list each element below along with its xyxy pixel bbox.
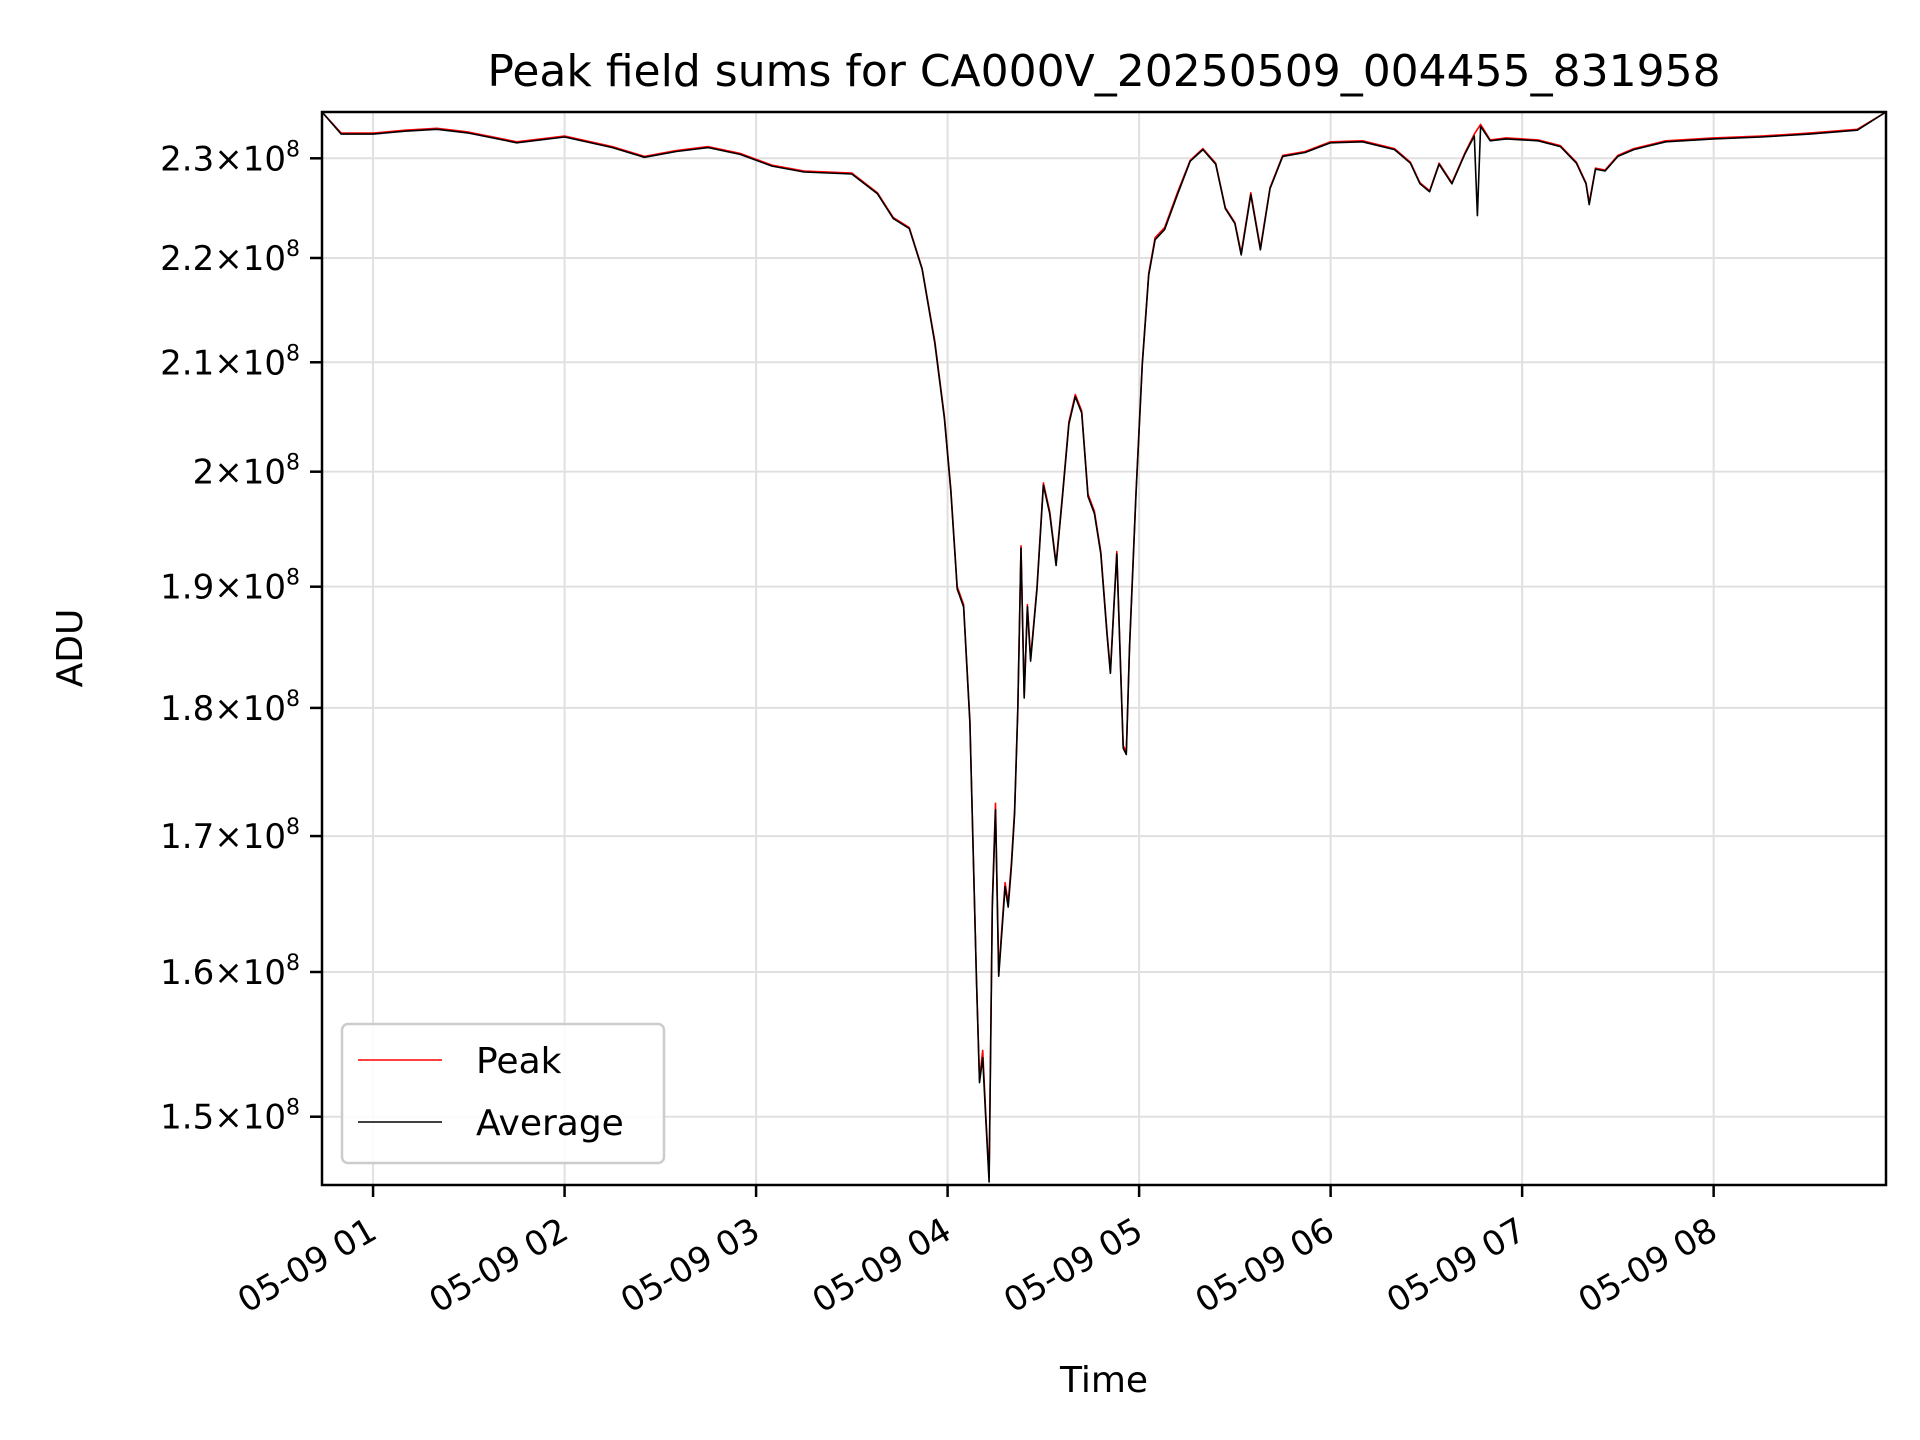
legend-label-peak: Peak	[476, 1041, 562, 1082]
y-tick-label: 2×108	[193, 451, 300, 493]
y-tick-label: 2.1×108	[160, 341, 300, 383]
y-tick-label: 1.9×108	[160, 566, 300, 608]
y-tick-label: 2.2×108	[160, 237, 300, 279]
plot-frame	[320, 110, 1888, 1187]
y-axis-label: ADU	[50, 609, 91, 688]
y-tick-label: 1.8×108	[160, 687, 300, 729]
legend-label-average: Average	[476, 1103, 624, 1144]
series-line-average	[321, 111, 1887, 1183]
y-tick-label: 2.3×108	[160, 137, 300, 179]
chart-title: Peak field sums for CA000V_20250509_0044…	[487, 46, 1720, 97]
y-tick-label: 1.5×108	[160, 1096, 300, 1138]
x-axis-label: Time	[1059, 1360, 1148, 1401]
legend-box	[340, 1022, 666, 1165]
y-tick-label: 1.6×108	[160, 951, 300, 993]
y-tick-label: 1.7×108	[160, 815, 300, 857]
series-layer	[321, 111, 1887, 1183]
legend: Peak Average	[340, 1022, 666, 1165]
y-axis: 1.5×108 1.6×108 1.7×108 1.8×108 1.9×108 2×108…	[160, 137, 322, 1138]
